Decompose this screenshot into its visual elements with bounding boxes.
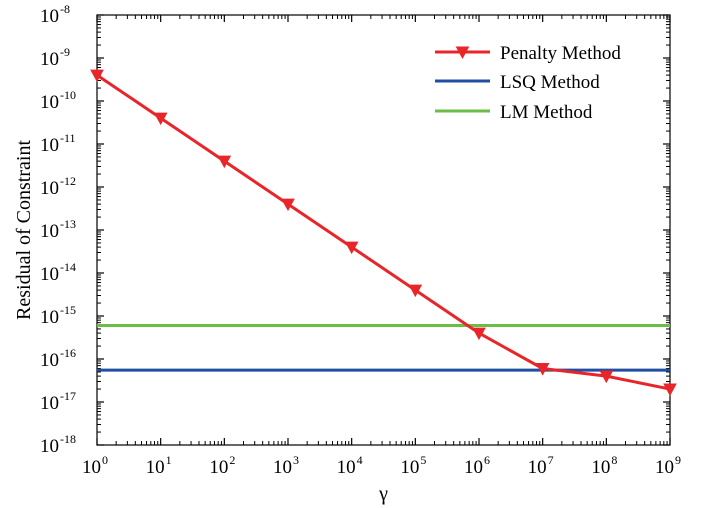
series-line-penalty-method	[96, 73, 671, 391]
y-tick-label: 10-17	[40, 389, 76, 414]
y-axis-label: Residual of Constraint	[13, 140, 35, 320]
data-point	[599, 370, 614, 384]
legend-marker	[455, 46, 470, 60]
y-tick-label: 10-14	[40, 260, 76, 285]
y-tick-label: 10-13	[40, 217, 76, 242]
legend-label: LSQ Method	[500, 72, 600, 93]
y-tick-label: 10-8	[40, 2, 70, 27]
data-point	[663, 383, 677, 397]
x-tick-label: 101	[146, 453, 172, 478]
x-tick-label: 100	[82, 453, 108, 478]
x-tick-label: 103	[273, 453, 299, 478]
y-tick-label: 10-11	[40, 131, 76, 156]
y-tick-label: 10-12	[40, 174, 76, 199]
legend-label: Penalty Method	[500, 43, 621, 64]
series-layer	[90, 69, 677, 397]
x-tick-label: 109	[655, 453, 681, 478]
data-point	[90, 69, 104, 83]
data-point	[408, 284, 423, 298]
y-tick-label: 10-9	[40, 45, 70, 70]
data-point	[535, 363, 550, 376]
x-tick-label: 104	[337, 453, 363, 478]
data-point	[344, 241, 359, 255]
y-tick-label: 10-10	[40, 88, 76, 113]
y-tick-label: 10-15	[40, 303, 76, 328]
legend: Penalty Method LSQ Method LM Method	[435, 43, 621, 123]
y-tick-label: 10-16	[40, 346, 76, 371]
axis-ticks: 100 101 102 103 104 105 106 107 108 109 10-18 10-17…	[40, 2, 681, 478]
x-tick-label: 107	[528, 453, 554, 478]
x-tick-label: 108	[591, 453, 617, 478]
y-tick-label: 10-18	[40, 432, 76, 457]
x-tick-label: 105	[400, 453, 426, 478]
x-axis-label: γ	[378, 483, 388, 505]
data-point	[153, 112, 168, 126]
data-point	[281, 198, 295, 212]
data-point	[217, 155, 232, 169]
x-tick-label: 106	[464, 453, 490, 478]
data-point	[472, 327, 486, 341]
x-tick-label: 102	[209, 453, 235, 478]
legend-label: LM Method	[500, 102, 593, 123]
